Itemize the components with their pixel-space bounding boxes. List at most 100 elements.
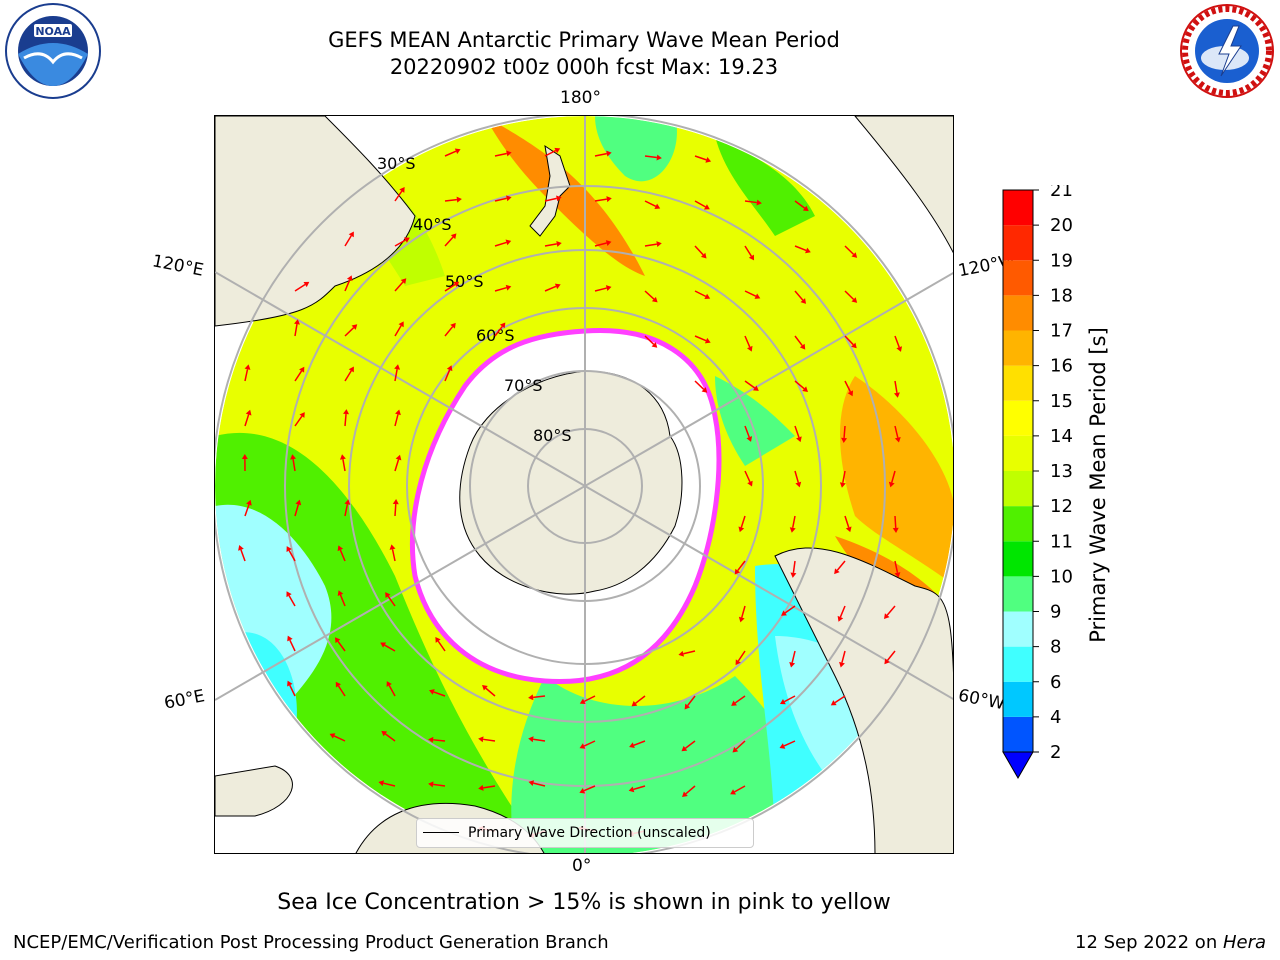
wave-arrow (483, 785, 496, 789)
wave-arrow (394, 414, 399, 427)
wave-arrow-head (245, 409, 252, 416)
wave-arrow (384, 644, 396, 652)
wave-arrow-head (378, 780, 385, 787)
wave-arrow (444, 369, 451, 382)
colorbar-swatch (1003, 541, 1033, 577)
wave-arrow-head (428, 736, 434, 743)
wave-arrow-head (656, 154, 662, 161)
wave-arrow-head (606, 196, 612, 203)
wave-arrow (694, 335, 707, 342)
legend-line (423, 832, 459, 833)
wave-arrow-head (732, 746, 739, 753)
colorbar-swatch (1003, 190, 1033, 226)
footer-branch: NCEP/EMC/Verification Post Processing Pr… (13, 932, 609, 953)
wave-arrow (433, 691, 446, 697)
wave-arrow (891, 470, 896, 483)
wave-arrow-head (337, 545, 344, 552)
wave-arrow-head (450, 322, 456, 329)
wave-arrow (394, 281, 404, 292)
wave-arrow (644, 290, 655, 300)
wave-arrow-head (528, 736, 534, 743)
footer-date: 12 Sep 2022 on Hera (1075, 932, 1266, 953)
wave-arrow (644, 200, 657, 208)
colorbar-tick-label: 20 (1050, 215, 1073, 236)
antarctica (410, 327, 722, 685)
colorbar-tick-label: 10 (1050, 566, 1073, 587)
wave-arrow-head (400, 278, 407, 285)
wave-arrow (244, 504, 250, 517)
wave-arrow-head (429, 689, 435, 695)
wave-arrow (794, 380, 805, 390)
wave-arrow (294, 324, 298, 337)
wave-arrow-head (505, 239, 512, 246)
wave-arrow-head (344, 499, 351, 505)
wave-arrow (544, 243, 557, 247)
wave-arrow (433, 783, 446, 787)
wave-arrow-head (888, 481, 895, 488)
wave-arrow (333, 735, 346, 742)
colorbar-tick-label: 12 (1050, 496, 1073, 517)
wave-arrow-head (246, 499, 252, 506)
wave-arrow-head (456, 196, 462, 203)
wave-arrow (783, 740, 796, 747)
colorbar-tick-label: 21 (1050, 185, 1073, 201)
wave-arrow (437, 640, 446, 652)
wave-arrow-head (579, 743, 586, 749)
wave-arrow (794, 335, 803, 347)
wave-arrow-head (554, 147, 561, 154)
noaa-logo-icon: NOAA (5, 3, 101, 99)
wave-arrow (384, 733, 396, 742)
wave-arrow (841, 650, 846, 663)
wave-arrow (843, 425, 846, 439)
wave-arrow (533, 738, 546, 742)
lon-label-60w: 60°W (956, 685, 1007, 715)
map-legend: Primary Wave Direction (unscaled) (416, 818, 754, 848)
wave-arrow (294, 415, 303, 427)
wave-arrow-head (339, 454, 346, 460)
wave-arrow (694, 200, 706, 208)
colorbar-tick-label: 6 (1050, 672, 1061, 693)
wave-arrow (394, 190, 403, 202)
lon-label-120e: 120°E (150, 251, 206, 281)
wave-arrow-head (295, 499, 302, 506)
wave-arrow (844, 245, 855, 255)
colorbar-swatch (1003, 576, 1033, 612)
lat-labels: 30°S 40°S 50°S 60°S 70°S 80°S (377, 154, 572, 445)
wave-arrow (394, 503, 397, 517)
wave-arrow-head (795, 481, 802, 488)
wave-arrow (842, 470, 846, 483)
wave-arrow (288, 595, 296, 607)
wave-arrow-head (705, 157, 712, 163)
wave-arrow (744, 335, 751, 348)
sea-ice-caption: Sea Ice Concentration > 15% is shown in … (277, 890, 891, 915)
wave-arrow (391, 549, 396, 562)
wave-arrow-head (799, 343, 806, 350)
wave-arrow-head (805, 247, 811, 254)
lat-label-30: 30°S (377, 154, 416, 173)
wave-arrow (483, 738, 496, 742)
wave-arrow (344, 327, 355, 337)
wave-arrow (344, 370, 352, 382)
wave-arrow-head (802, 205, 809, 212)
wave-arrow-head (395, 454, 402, 461)
wave-arrow-head (731, 700, 737, 706)
wave-arrow-head (435, 637, 441, 643)
map-panel: 30°S 40°S 50°S 60°S 70°S 80°S (214, 115, 954, 854)
wave-arrow (344, 279, 351, 292)
wave-arrow (532, 695, 546, 699)
wave-arrow-head (851, 297, 858, 303)
wave-arrow-head (748, 254, 755, 261)
wave-arrow-head (399, 187, 405, 193)
wave-arrow-head (730, 789, 736, 795)
wave-arrow (794, 425, 800, 438)
wave-arrow-head (837, 615, 844, 622)
wave-arrow (894, 425, 899, 438)
wave-arrow-head (734, 568, 741, 575)
wave-arrow (494, 326, 503, 337)
wave-arrow-head (244, 364, 251, 370)
colorbar-tick-label: 17 (1050, 321, 1073, 342)
lat-label-50: 50°S (445, 272, 484, 291)
wave-arrow (792, 560, 796, 573)
colorbar-tick-label: 16 (1050, 356, 1073, 377)
wave-arrow (388, 685, 396, 697)
